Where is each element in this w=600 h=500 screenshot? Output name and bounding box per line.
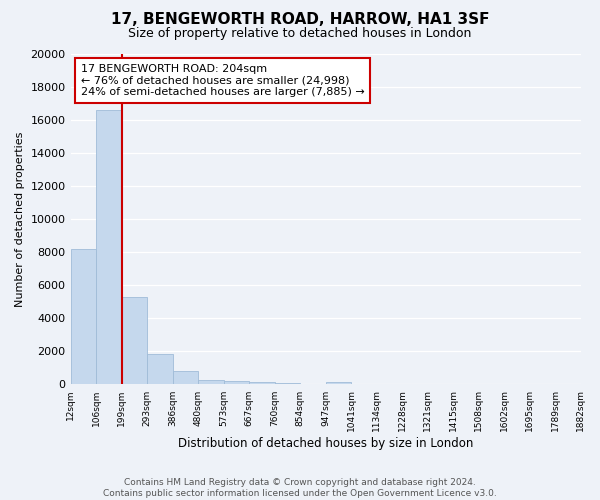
Bar bbox=[96, 110, 122, 384]
Bar bbox=[224, 381, 249, 384]
Bar bbox=[249, 382, 275, 384]
Bar bbox=[122, 297, 147, 384]
Bar bbox=[198, 380, 224, 384]
Text: Size of property relative to detached houses in London: Size of property relative to detached ho… bbox=[128, 28, 472, 40]
Bar bbox=[326, 382, 351, 384]
Bar bbox=[147, 354, 173, 384]
Text: 17 BENGEWORTH ROAD: 204sqm
← 76% of detached houses are smaller (24,998)
24% of : 17 BENGEWORTH ROAD: 204sqm ← 76% of deta… bbox=[81, 64, 364, 97]
Text: Contains HM Land Registry data © Crown copyright and database right 2024.
Contai: Contains HM Land Registry data © Crown c… bbox=[103, 478, 497, 498]
Bar bbox=[275, 383, 300, 384]
Bar bbox=[71, 249, 96, 384]
Bar bbox=[173, 371, 198, 384]
Y-axis label: Number of detached properties: Number of detached properties bbox=[15, 132, 25, 307]
X-axis label: Distribution of detached houses by size in London: Distribution of detached houses by size … bbox=[178, 437, 473, 450]
Text: 17, BENGEWORTH ROAD, HARROW, HA1 3SF: 17, BENGEWORTH ROAD, HARROW, HA1 3SF bbox=[111, 12, 489, 28]
